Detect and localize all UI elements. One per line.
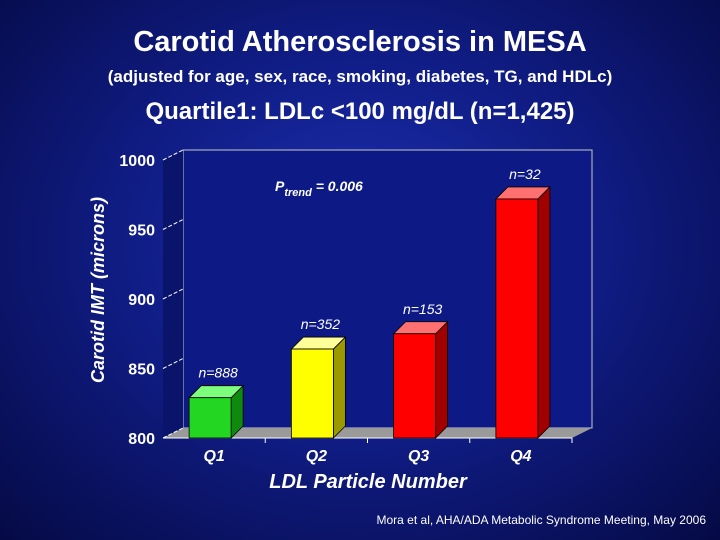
slide-title: Carotid Atherosclerosis in MESA [133, 26, 587, 58]
x-category-label: Q4 [510, 448, 531, 465]
p-trend-sub: trend [284, 187, 312, 199]
x-axis-label: LDL Particle Number [269, 471, 468, 493]
y-tick-mark [162, 219, 184, 230]
bar-front [495, 198, 539, 439]
y-tick-label: 950 [128, 223, 155, 240]
bar-n-label: n=32 [509, 166, 541, 182]
x-category-label: Q2 [306, 448, 327, 465]
y-tick-mark [162, 427, 184, 439]
bar-front [188, 397, 232, 439]
x-category-label: Q1 [203, 448, 224, 465]
y-axis-label: Carotid IMT (microns) [88, 197, 108, 383]
bar-front [290, 348, 334, 439]
bar-n-label: n=352 [301, 316, 341, 332]
bar-n-label: n=153 [403, 301, 443, 317]
y-tick-mark [162, 358, 184, 369]
y-tick-label: 1000 [119, 153, 155, 170]
bar [494, 185, 551, 439]
slide-subtitle: (adjusted for age, sex, race, smoking, d… [107, 67, 613, 86]
y-tick-mark [162, 149, 184, 161]
quartile-label: Quartile1: LDLc <100 mg/dL (n=1,425) [145, 98, 575, 125]
plot-side-wall [163, 150, 183, 438]
p-trend-value: = 0.006 [312, 178, 363, 194]
bar [188, 384, 245, 439]
bar [392, 320, 449, 439]
bar-n-label: n=888 [198, 365, 238, 381]
p-trend-annotation: Ptrend = 0.006 [275, 178, 363, 199]
source-citation: Mora et al, AHA/ADA Metabolic Syndrome M… [376, 513, 707, 527]
p-trend-p: P [275, 178, 285, 194]
bar-side [435, 320, 449, 439]
y-tick-label: 800 [128, 431, 155, 448]
bar-side [332, 336, 346, 439]
y-tick-label: 850 [128, 362, 155, 379]
bar-front [393, 333, 437, 439]
plot-floor [163, 428, 592, 438]
bar [290, 336, 347, 439]
y-tick-label: 900 [128, 292, 155, 309]
bar-side [537, 185, 551, 439]
y-tick-mark [162, 288, 184, 300]
x-category-label: Q3 [408, 448, 429, 465]
